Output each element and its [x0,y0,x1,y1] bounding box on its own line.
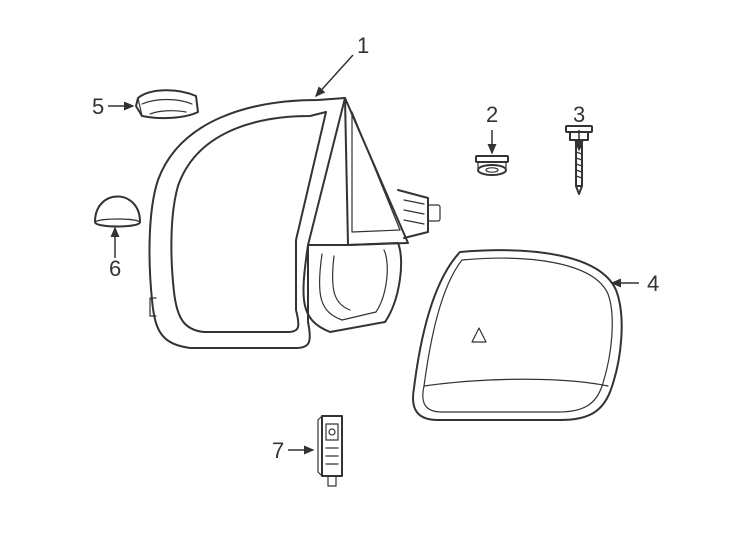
callout-mirror-housing: 1 [316,33,369,96]
callout-sensor-connector: 7 [272,438,313,463]
mirror-housing [150,98,440,348]
callout-layer: 1 2 3 4 5 6 7 [92,33,659,463]
callout-number: 7 [272,438,284,463]
parts-diagram: 1 2 3 4 5 6 7 [0,0,734,540]
callout-number: 5 [92,94,104,119]
mirror-glass [413,250,622,420]
trim-cap [136,90,198,118]
callout-dome-cap: 6 [109,228,121,281]
nut [476,156,508,175]
callout-trim-cap: 5 [92,94,133,119]
callout-number: 3 [573,102,585,127]
callout-leader [316,55,353,96]
callout-bolt: 3 [573,102,585,150]
callout-nut: 2 [486,102,498,153]
callout-mirror-glass: 4 [612,271,659,296]
callout-number: 4 [647,271,659,296]
dome-cap [95,197,140,227]
callout-number: 2 [486,102,498,127]
callout-number: 1 [357,33,369,58]
sensor-connector [318,416,342,486]
callout-number: 6 [109,256,121,281]
